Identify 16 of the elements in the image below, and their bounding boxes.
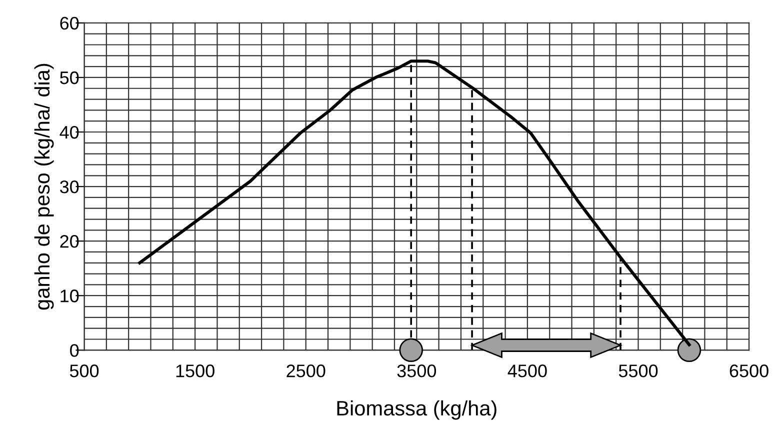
- x-tick-label: 5500: [618, 364, 658, 378]
- y-tick-label: 40: [60, 126, 79, 139]
- y-tick-label: 60: [60, 16, 79, 30]
- y-tick-label: 10: [60, 290, 79, 302]
- x-axis-title: Biomassa (kg/ha): [337, 400, 496, 420]
- x-tick-label: 2500: [286, 364, 326, 378]
- x-tick-label: 4500: [508, 364, 547, 378]
- y-tick-label: 0: [70, 344, 79, 357]
- x-tick-label: 3500: [397, 364, 436, 378]
- x-tick-label: 500: [70, 364, 99, 378]
- x-tick-label: 1500: [176, 364, 214, 378]
- y-axis-title: ganho de peso (kg/ha/ dia): [34, 64, 54, 310]
- x-tick-label: 6500: [730, 364, 768, 378]
- y-tick-label: 50: [60, 71, 79, 84]
- y-tick-label: 30: [60, 180, 79, 194]
- y-tick-label: 20: [60, 235, 79, 248]
